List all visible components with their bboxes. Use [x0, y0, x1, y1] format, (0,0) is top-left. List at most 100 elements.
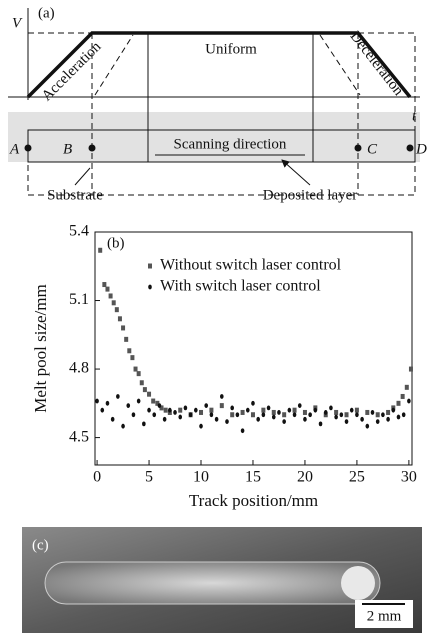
data-point	[142, 387, 147, 393]
data-point	[323, 410, 328, 415]
point-label: B	[63, 141, 72, 157]
data-point	[204, 403, 209, 409]
data-point	[396, 414, 401, 420]
data-point	[157, 403, 162, 409]
data-point	[127, 348, 132, 354]
data-point	[408, 366, 413, 372]
data-point	[102, 282, 107, 288]
data-point	[386, 416, 390, 422]
data-point	[365, 409, 370, 415]
x-tick-label: 25	[349, 469, 365, 486]
data-point	[375, 412, 380, 418]
layer-label: Deposited layer	[263, 187, 358, 203]
data-point	[375, 419, 380, 424]
phase-label: Uniform	[205, 41, 257, 57]
data-point	[95, 398, 99, 404]
bead	[44, 561, 381, 605]
legend-marker	[148, 263, 152, 269]
data-point	[131, 412, 136, 418]
data-point	[178, 407, 183, 413]
data-point	[292, 412, 297, 418]
data-point	[401, 412, 406, 418]
data-point	[277, 410, 281, 415]
x-tick-label: 20	[297, 469, 313, 486]
data-point	[142, 421, 146, 427]
data-point	[235, 412, 240, 418]
legend-marker	[148, 284, 152, 290]
chart: 4.5 4.8 5.1 5.4 0 5 10 15 20 25 30 Track position/m…	[31, 223, 417, 510]
data-point	[365, 423, 370, 429]
point-label: C	[367, 141, 378, 157]
data-point	[318, 421, 323, 427]
data-point	[282, 412, 287, 418]
data-point	[126, 403, 131, 409]
pointer	[281, 159, 311, 186]
data-point	[404, 384, 409, 390]
bead-end	[341, 566, 375, 600]
data-point	[111, 300, 116, 306]
t-axis-label: t	[412, 108, 417, 124]
dashed-line	[94, 34, 134, 96]
data-point	[139, 380, 144, 386]
y-tick-label: 4.5	[69, 428, 89, 445]
y-axis-label: Melt pool size/mm	[31, 284, 50, 412]
data-point	[152, 412, 157, 418]
data-point	[151, 398, 156, 404]
legend-label: Without switch laser control	[160, 257, 342, 274]
v-axis-label: V	[12, 15, 23, 31]
data-point	[108, 293, 113, 299]
data-point	[173, 410, 177, 415]
data-point	[168, 407, 172, 413]
data-point	[339, 412, 344, 418]
legend-label: With switch laser control	[160, 278, 321, 295]
data-point	[271, 414, 276, 420]
data-point	[209, 412, 214, 418]
panel-label: (c)	[32, 537, 49, 553]
data-point	[261, 407, 266, 413]
scale-bar-label: 2 mm	[367, 608, 402, 624]
data-point	[159, 405, 164, 411]
plot-frame	[94, 231, 413, 466]
substrate-label: Substrate	[47, 187, 103, 203]
data-point	[302, 409, 307, 415]
data-point	[308, 412, 312, 418]
point-marker	[88, 144, 96, 152]
data-point	[114, 307, 119, 313]
data-point	[266, 405, 271, 411]
data-point	[271, 409, 276, 415]
data-point	[209, 407, 214, 413]
data-point	[355, 412, 359, 418]
data-point	[256, 416, 260, 422]
data-point	[360, 416, 364, 422]
y-tick-label: 5.4	[69, 223, 89, 240]
data-point	[121, 423, 125, 429]
data-point	[225, 419, 229, 424]
data-point	[183, 405, 188, 411]
data-point	[334, 409, 339, 415]
data-point	[219, 403, 224, 409]
point-marker	[24, 144, 32, 152]
substrate-band	[8, 112, 420, 162]
data-point	[240, 428, 245, 434]
y-tick-label: 4.8	[69, 360, 89, 377]
data-point	[199, 423, 203, 429]
data-point	[282, 419, 286, 424]
data-point	[344, 419, 349, 424]
point-label: D	[415, 141, 427, 157]
data-point	[162, 416, 167, 422]
data-point	[370, 410, 375, 415]
scan-label: Scanning direction	[174, 136, 287, 152]
data-point	[155, 400, 160, 406]
data-point	[344, 412, 349, 418]
data-point	[147, 391, 152, 397]
data-point	[105, 286, 110, 292]
data-point	[230, 412, 235, 418]
data-point	[124, 336, 129, 342]
x-tick-label: 30	[401, 469, 417, 486]
data-point	[386, 409, 391, 415]
data-point	[245, 407, 250, 413]
data-point	[98, 247, 103, 253]
data-point	[214, 416, 219, 422]
data-point	[230, 405, 234, 411]
